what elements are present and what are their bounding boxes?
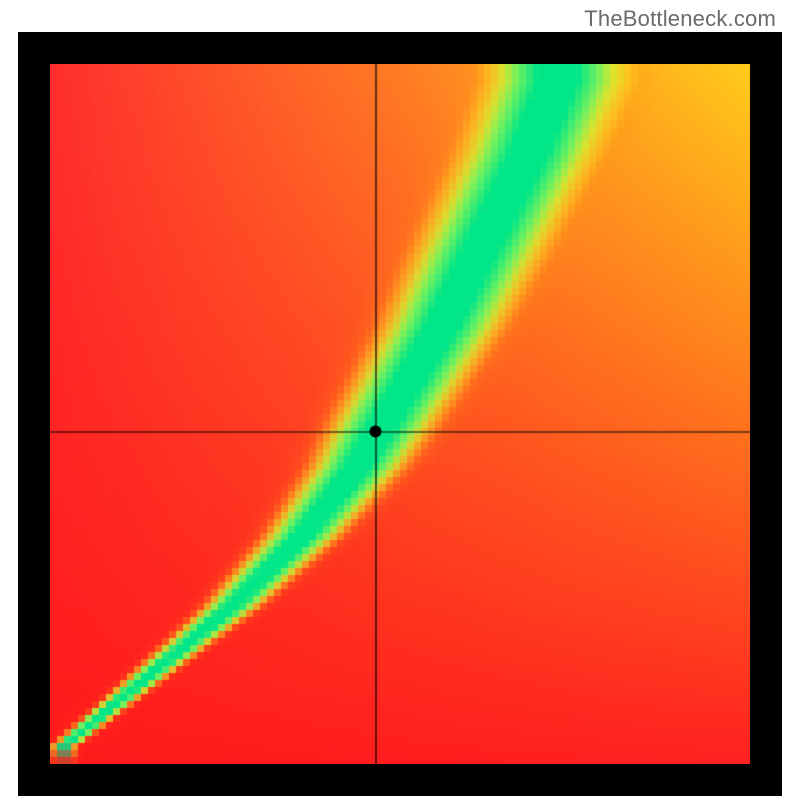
plot-frame — [18, 32, 782, 796]
attribution-text: TheBottleneck.com — [584, 6, 776, 32]
heatmap-canvas — [50, 64, 750, 764]
heatmap-area — [50, 64, 750, 764]
figure-container: TheBottleneck.com — [0, 0, 800, 800]
